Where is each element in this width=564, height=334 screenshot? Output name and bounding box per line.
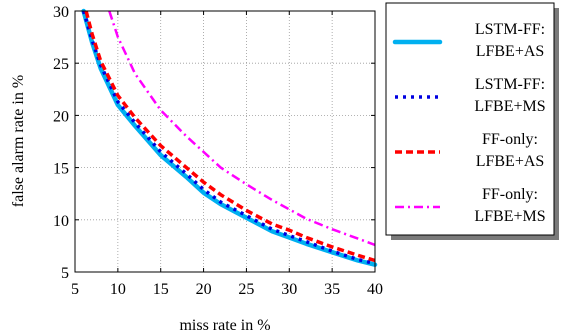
series-line-3 (84, 10, 376, 263)
x-tick-label: 35 (324, 281, 340, 298)
legend-label-2: LFBE+MS (474, 98, 545, 115)
legend-label-1: LSTM-FF: (475, 21, 545, 38)
series-line-2 (81, 10, 376, 266)
grid (75, 11, 375, 272)
x-tick-label: 10 (110, 281, 126, 298)
y-tick-label: 15 (53, 161, 69, 178)
y-axis-title: false alarm rate in % (10, 75, 27, 207)
legend-label-1: LFBE+AS (476, 43, 545, 60)
x-axis-title: miss rate in % (179, 317, 270, 334)
x-tick-label: 5 (71, 281, 79, 298)
tick-labels: 5 10 15 20 25 30 35 40 5 10 15 20 25 30 (53, 4, 383, 298)
plot-frame (74, 10, 376, 273)
series-line-4 (108, 10, 376, 247)
series-lines (81, 8, 378, 267)
axis-ticks (74, 10, 376, 273)
legend-label-4: LFBE+MS (474, 208, 545, 225)
legend: LSTM-FF: LFBE+AS LSTM-FF: LFBE+MS FF-only: LF… (385, 2, 559, 240)
y-tick-label: 20 (53, 108, 69, 125)
y-tick-label: 5 (61, 265, 69, 282)
legend-label-4: FF-only: (482, 186, 538, 203)
x-tick-label: 40 (367, 281, 383, 298)
y-tick-label: 30 (53, 4, 69, 21)
y-tick-label: 10 (53, 213, 69, 230)
legend-label-2: LSTM-FF: (475, 76, 545, 93)
series-line-1 (81, 8, 378, 267)
legend-label-3: LFBE+AS (476, 153, 545, 170)
x-tick-label: 20 (196, 281, 212, 298)
x-tick-label: 30 (281, 281, 297, 298)
y-tick-label: 25 (53, 56, 69, 73)
x-tick-label: 15 (153, 281, 169, 298)
legend-label-3: FF-only: (482, 131, 538, 148)
x-tick-label: 25 (238, 281, 254, 298)
